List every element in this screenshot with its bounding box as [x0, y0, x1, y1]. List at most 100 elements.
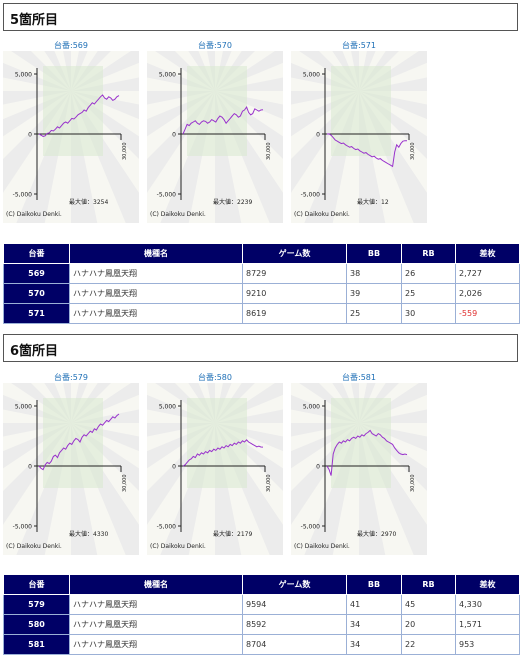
rb-count: 45 — [401, 594, 456, 615]
x-tick-label: 30,000 — [122, 143, 128, 161]
slot-graph-569[interactable]: 台番:569 5,000 0 -5,000 30,000 最大値：3254 (C) Dai… — [3, 40, 139, 225]
diff-value: 4,330 — [455, 594, 520, 615]
model-name: ハナハナ鳳凰天翔 — [69, 614, 243, 635]
x-tick-label: 30,000 — [410, 475, 416, 493]
graph-unit-label[interactable]: 台番:580 — [198, 373, 232, 382]
graph-panel: 5,000 0 -5,000 30,000 最大値：2179 (C) Daikoku De… — [147, 383, 283, 555]
bb-count: 38 — [346, 263, 402, 284]
diff-value: 2,727 — [455, 263, 520, 284]
slot-graph-571[interactable]: 台番:571 5,000 0 -5,000 30,000 最大値：12 (C) Daiko… — [291, 40, 427, 225]
graph-unit-label[interactable]: 台番:570 — [198, 41, 232, 50]
graph-panel: 5,000 0 -5,000 30,000 最大値：3254 (C) Daikoku De… — [3, 51, 139, 223]
table-header-row: 台番 機種名 ゲーム数 BB RB 差枚 — [3, 243, 520, 264]
rb-count: 26 — [401, 263, 456, 284]
game-count: 8619 — [242, 303, 347, 324]
max-value-label: 最大値：2970 — [357, 530, 396, 538]
slump-line — [38, 94, 120, 137]
y-tick-label: 0 — [316, 464, 320, 471]
x-tick-label: 30,000 — [266, 143, 272, 161]
bb-count: 34 — [346, 634, 402, 655]
max-value-label: 最大値：12 — [357, 198, 389, 206]
y-tick-label: 0 — [172, 132, 176, 139]
header-model: 機種名 — [69, 574, 243, 595]
section-heading: 5箇所目 — [10, 13, 59, 28]
table-header-row: 台番 機種名 ゲーム数 BB RB 差枚 — [3, 574, 520, 595]
slot-graph-570[interactable]: 台番:570 5,000 0 -5,000 30,000 最大値：2239 (C) Dai… — [147, 40, 283, 225]
header-rb: RB — [401, 574, 456, 595]
y-tick-label: 0 — [316, 132, 320, 139]
bb-count: 39 — [346, 283, 402, 304]
graph-panel: 5,000 0 -5,000 30,000 最大値：4330 (C) Daikoku De… — [3, 383, 139, 555]
x-tick-label: 30,000 — [410, 143, 416, 161]
header-bb: BB — [346, 243, 402, 264]
bb-count: 41 — [346, 594, 402, 615]
max-value-label: 最大値：2239 — [213, 198, 252, 206]
header-games: ゲーム数 — [242, 574, 347, 595]
y-tick-label: 0 — [172, 464, 176, 471]
table-row: 581 ハナハナ鳳凰天翔 8704 34 22 953 — [3, 634, 520, 655]
graph-unit-label[interactable]: 台番:581 — [342, 373, 376, 382]
slot-graph-581[interactable]: 台番:581 5,000 0 -5,000 30,000 最大値：2970 (C) Dai… — [291, 372, 427, 557]
slot-graph-580[interactable]: 台番:580 5,000 0 -5,000 30,000 最大値：2179 (C) Dai… — [147, 372, 283, 557]
table-row: 580 ハナハナ鳳凰天翔 8592 34 20 1,571 — [3, 614, 520, 635]
y-tick-label: -5,000 — [13, 192, 33, 199]
data-table-5: 台番 機種名 ゲーム数 BB RB 差枚 569 ハナハナ鳳凰天翔 8729 3… — [3, 243, 520, 324]
graph-unit-label[interactable]: 台番:569 — [54, 41, 88, 50]
max-value-label: 最大値：4330 — [69, 530, 108, 538]
unit-number-link[interactable]: 580 — [3, 614, 70, 635]
y-tick-label: 0 — [28, 464, 32, 471]
model-name: ハナハナ鳳凰天翔 — [69, 634, 243, 655]
slump-line — [326, 133, 407, 168]
y-tick-label: 5,000 — [159, 72, 176, 79]
y-tick-label: 5,000 — [303, 404, 320, 411]
header-rb: RB — [401, 243, 456, 264]
graph-panel: 5,000 0 -5,000 30,000 最大値：12 (C) Daikoku Denk… — [291, 51, 427, 223]
y-tick-label: 0 — [28, 132, 32, 139]
background-machine — [187, 66, 247, 156]
copyright-label: (C) Daikoku Denki. — [294, 543, 350, 550]
header-diff: 差枚 — [455, 243, 520, 264]
table-row: 579 ハナハナ鳳凰天翔 9594 41 45 4,330 — [3, 594, 520, 615]
copyright-label: (C) Daikoku Denki. — [294, 211, 350, 218]
table-row: 569 ハナハナ鳳凰天翔 8729 38 26 2,727 — [3, 263, 520, 284]
diff-value: -559 — [455, 303, 520, 324]
copyright-label: (C) Daikoku Denki. — [6, 211, 62, 218]
y-tick-label: -5,000 — [157, 192, 177, 199]
slot-graph-579[interactable]: 台番:579 5,000 0 -5,000 30,000 最大値：4330 (C) Dai… — [3, 372, 139, 557]
y-tick-label: -5,000 — [157, 524, 177, 531]
data-table-6: 台番 機種名 ゲーム数 BB RB 差枚 579 ハナハナ鳳凰天翔 9594 4… — [3, 574, 520, 655]
header-diff: 差枚 — [455, 574, 520, 595]
table-row: 570 ハナハナ鳳凰天翔 9210 39 25 2,026 — [3, 283, 520, 304]
unit-number-link[interactable]: 569 — [3, 263, 70, 284]
header-unit: 台番 — [3, 243, 70, 264]
unit-number-link[interactable]: 581 — [3, 634, 70, 655]
background-machine — [331, 66, 391, 156]
y-tick-label: -5,000 — [301, 192, 321, 199]
unit-number-link[interactable]: 570 — [3, 283, 70, 304]
model-name: ハナハナ鳳凰天翔 — [69, 594, 243, 615]
model-name: ハナハナ鳳凰天翔 — [69, 303, 243, 324]
game-count: 8704 — [242, 634, 347, 655]
rb-count: 22 — [401, 634, 456, 655]
slump-line — [38, 413, 120, 471]
model-name: ハナハナ鳳凰天翔 — [69, 263, 243, 284]
x-tick-label: 30,000 — [122, 475, 128, 493]
y-tick-label: -5,000 — [301, 524, 321, 531]
unit-number-link[interactable]: 579 — [3, 594, 70, 615]
section-title-5: 5箇所目 — [3, 3, 518, 31]
slump-line — [182, 439, 264, 467]
slump-line — [182, 106, 264, 135]
background-machine — [331, 398, 391, 488]
graph-unit-label[interactable]: 台番:571 — [342, 41, 376, 50]
slump-line — [326, 429, 408, 476]
y-tick-label: 5,000 — [15, 404, 32, 411]
game-count: 8729 — [242, 263, 347, 284]
copyright-label: (C) Daikoku Denki. — [150, 543, 206, 550]
graph-unit-label[interactable]: 台番:579 — [54, 373, 88, 382]
unit-number-link[interactable]: 571 — [3, 303, 70, 324]
graph-panel: 5,000 0 -5,000 30,000 最大値：2239 (C) Daikoku De… — [147, 51, 283, 223]
max-value-label: 最大値：2179 — [213, 530, 252, 538]
y-tick-label: 5,000 — [15, 72, 32, 79]
header-games: ゲーム数 — [242, 243, 347, 264]
game-count: 9594 — [242, 594, 347, 615]
